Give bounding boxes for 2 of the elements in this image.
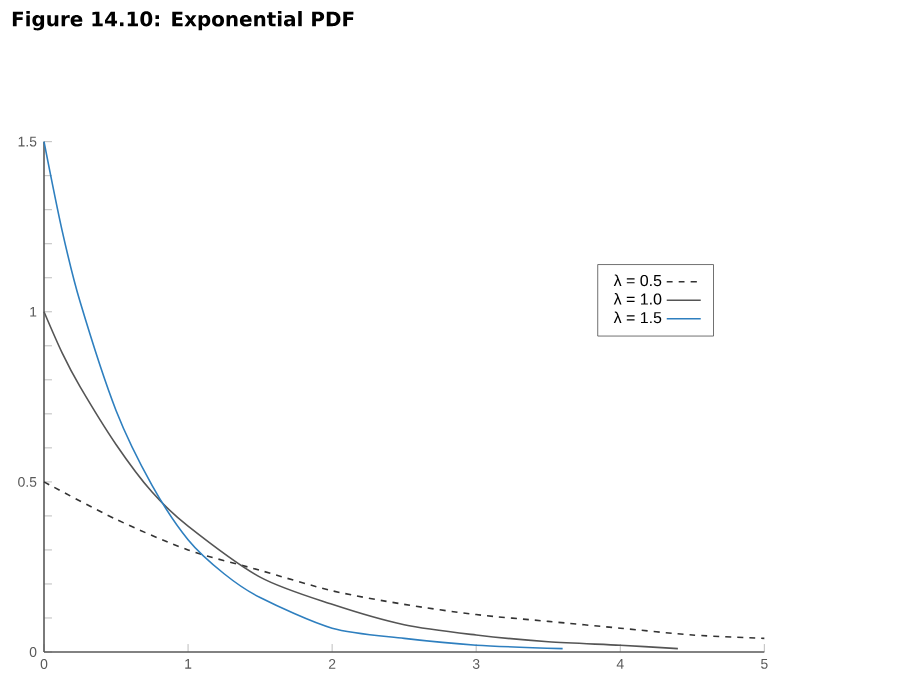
line-series bbox=[43, 481, 766, 640]
chart-title: Figure 14.10: Exponential PDF bbox=[12, 11, 354, 31]
